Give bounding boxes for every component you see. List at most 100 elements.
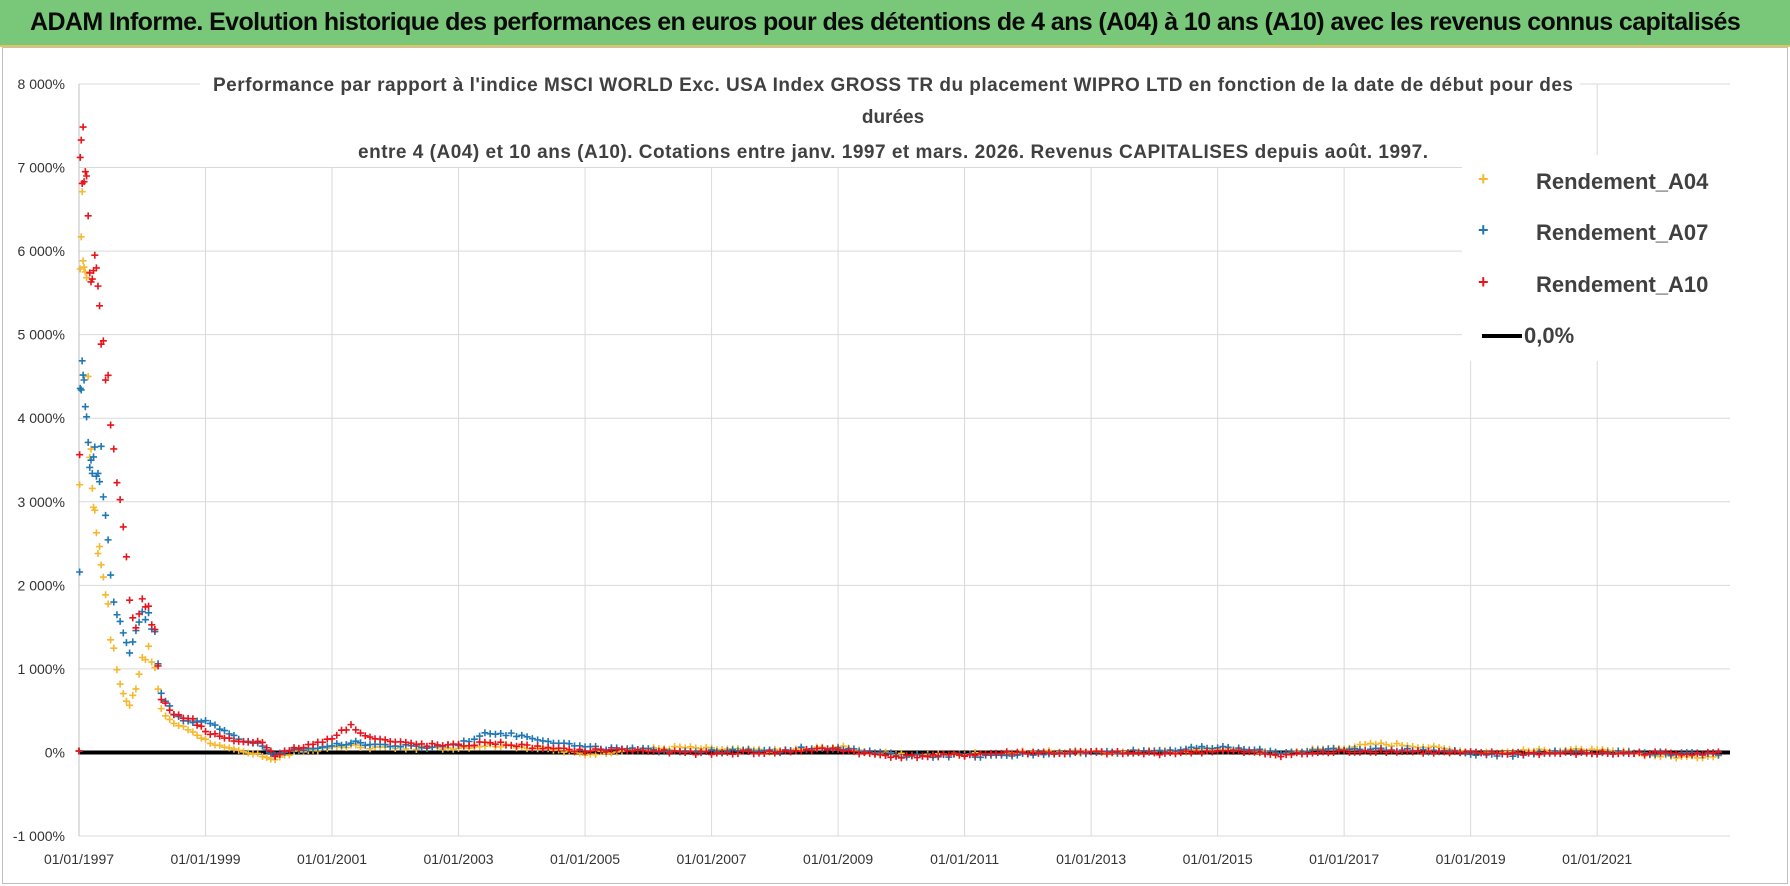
data-point xyxy=(929,751,937,759)
x-tick-label: 01/01/2013 xyxy=(1056,851,1126,867)
data-point xyxy=(126,596,134,604)
data-point xyxy=(92,264,100,272)
data-point xyxy=(1208,748,1216,756)
data-point xyxy=(1240,748,1248,756)
data-point xyxy=(76,481,84,489)
x-tick-label: 01/01/2015 xyxy=(1183,851,1253,867)
data-point xyxy=(1045,748,1053,756)
data-point xyxy=(76,384,84,392)
data-point xyxy=(882,751,890,759)
data-point xyxy=(824,746,832,754)
data-point xyxy=(347,739,355,747)
data-point xyxy=(81,403,89,411)
data-point xyxy=(285,747,293,755)
data-point xyxy=(99,337,107,345)
data-point xyxy=(76,568,84,576)
data-point xyxy=(104,371,112,379)
data-point xyxy=(802,745,810,753)
data-point xyxy=(723,748,731,756)
data-point xyxy=(1477,749,1485,757)
data-point xyxy=(76,265,84,273)
data-point xyxy=(75,747,83,755)
chart-title: Performance par rapport à l'indice MSCI … xyxy=(200,63,1580,167)
data-point xyxy=(1272,751,1280,759)
data-point xyxy=(528,744,536,752)
data-point xyxy=(887,753,895,761)
data-point xyxy=(202,735,210,743)
data-point xyxy=(135,618,143,626)
data-point xyxy=(77,386,85,394)
data-point xyxy=(1598,748,1606,756)
y-tick-label: 3 000% xyxy=(18,494,65,510)
data-point xyxy=(1488,748,1496,756)
data-point xyxy=(94,469,102,477)
chart-title-line: durées xyxy=(862,107,924,128)
data-point xyxy=(154,685,162,693)
data-point xyxy=(676,748,684,756)
data-point xyxy=(497,738,505,746)
data-point xyxy=(1071,748,1079,756)
data-point xyxy=(1119,750,1127,758)
y-tick-label: 8 000% xyxy=(18,76,65,92)
data-point xyxy=(797,747,805,755)
legend-label-a07: Rendement_A07 xyxy=(1536,220,1709,245)
data-point xyxy=(319,738,327,746)
data-point xyxy=(1156,751,1164,759)
data-point xyxy=(1451,748,1459,756)
y-tick-label: 6 000% xyxy=(18,243,65,259)
data-point xyxy=(1171,750,1179,758)
data-point xyxy=(132,624,140,632)
data-point xyxy=(423,742,431,750)
legend-marker-a04: + xyxy=(1478,169,1489,189)
data-point xyxy=(1693,749,1701,757)
data-point xyxy=(94,549,102,557)
data-point xyxy=(1150,749,1158,757)
data-point xyxy=(1382,748,1390,756)
data-point xyxy=(81,168,89,176)
data-point xyxy=(225,744,233,752)
data-point xyxy=(766,747,774,755)
data-point xyxy=(126,649,134,657)
data-point xyxy=(1498,749,1506,757)
data-point xyxy=(254,749,262,757)
data-point xyxy=(961,752,969,760)
data-point xyxy=(263,754,271,762)
data-point xyxy=(97,561,105,569)
data-points xyxy=(75,123,1722,764)
data-point xyxy=(116,680,124,688)
data-point xyxy=(1193,747,1201,755)
data-point xyxy=(87,445,95,453)
data-point xyxy=(655,747,663,755)
data-point xyxy=(76,153,84,161)
data-point xyxy=(940,750,948,758)
data-point xyxy=(1519,751,1527,759)
data-point xyxy=(141,656,149,664)
data-point xyxy=(1182,747,1190,755)
data-point xyxy=(955,751,963,759)
data-point xyxy=(686,747,694,755)
data-point xyxy=(576,745,584,753)
data-point xyxy=(381,736,389,744)
data-point xyxy=(997,749,1005,757)
data-point xyxy=(1393,740,1401,748)
data-point xyxy=(1034,749,1042,757)
data-point xyxy=(216,741,224,749)
data-point xyxy=(119,523,127,531)
y-axis-ticks: -1 000% 0% 1 000% 2 000% 3 000% 4 000% 5 000% 6… xyxy=(13,76,65,844)
data-point xyxy=(328,742,336,750)
data-point xyxy=(1440,748,1448,756)
data-point xyxy=(88,275,96,283)
data-point xyxy=(197,734,205,742)
data-point xyxy=(507,741,515,749)
data-point xyxy=(1140,750,1148,758)
data-point xyxy=(523,733,531,741)
data-point xyxy=(1166,749,1174,757)
data-point xyxy=(523,741,531,749)
data-point xyxy=(892,752,900,760)
data-point xyxy=(352,737,360,745)
data-point xyxy=(1319,748,1327,756)
data-point xyxy=(99,493,107,501)
data-point xyxy=(77,233,85,241)
data-point xyxy=(91,506,99,514)
data-point xyxy=(110,445,118,453)
